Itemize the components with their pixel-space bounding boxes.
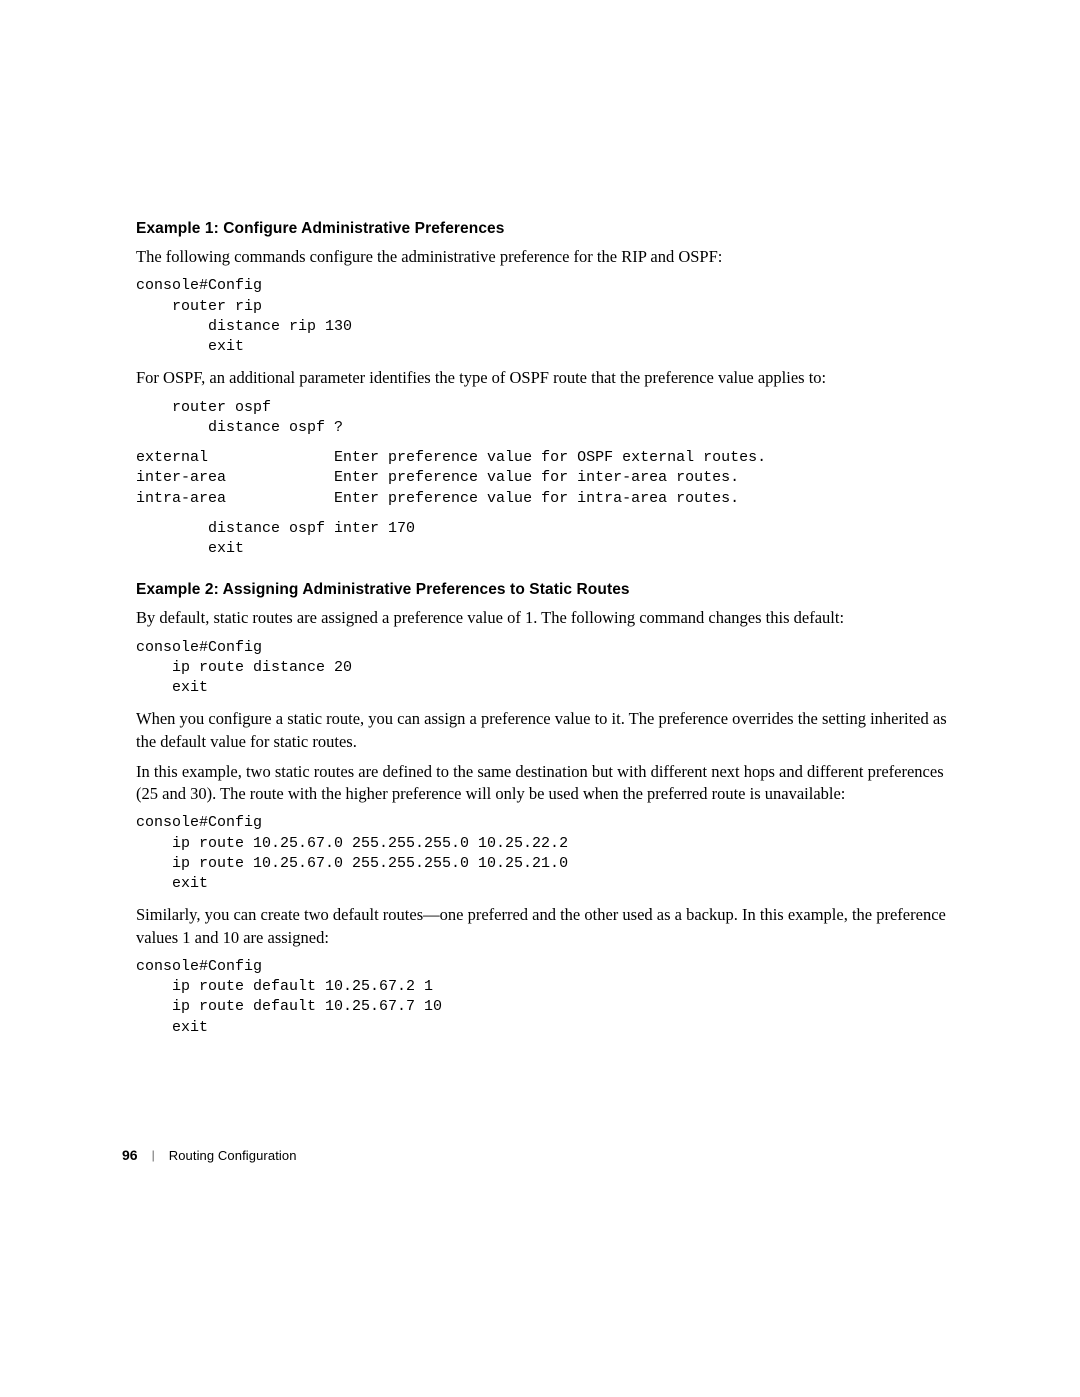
code-line: console#Config: [136, 277, 262, 294]
code-line: ip route default 10.25.67.7 10: [136, 997, 956, 1017]
example2-code-block-1: console#Config ip route distance 20exit: [136, 638, 956, 699]
example1-code-block-1: console#Config router ripdistance rip 13…: [136, 276, 956, 357]
code-line: exit: [136, 1018, 956, 1038]
example1-heading: Example 1: Configure Administrative Pref…: [136, 220, 956, 238]
code-line: ip route 10.25.67.0 255.255.255.0 10.25.…: [136, 854, 956, 874]
code-line: ip route distance 20: [136, 658, 956, 678]
page-number: 96: [122, 1147, 138, 1163]
example1-code-block-2: router ospfdistance ospf ?: [136, 398, 956, 439]
help-line: inter-area Enter preference value for in…: [136, 469, 739, 486]
code-line: distance rip 130: [136, 317, 956, 337]
example1-code-block-3: distance ospf inter 170exit: [136, 519, 956, 560]
code-line: router ospf: [136, 398, 956, 418]
example2-code-block-3: console#Config ip route default 10.25.67…: [136, 957, 956, 1038]
example2-p2: When you configure a static route, you c…: [136, 708, 956, 753]
example1-ospf-intro: For OSPF, an additional parameter identi…: [136, 367, 956, 389]
code-line: exit: [136, 874, 956, 894]
page-content: Example 1: Configure Administrative Pref…: [136, 220, 956, 1048]
help-line: external Enter preference value for OSPF…: [136, 449, 766, 466]
code-line: console#Config: [136, 958, 262, 975]
code-line: exit: [136, 539, 956, 559]
code-line: distance ospf inter 170: [136, 519, 956, 539]
example2-p1: By default, static routes are assigned a…: [136, 607, 956, 629]
example2-p4: Similarly, you can create two default ro…: [136, 904, 956, 949]
code-line: console#Config: [136, 639, 262, 656]
page-footer: 96 | Routing Configuration: [122, 1147, 297, 1163]
chapter-title: Routing Configuration: [169, 1148, 297, 1163]
code-line: distance ospf ?: [136, 418, 956, 438]
example1-intro: The following commands configure the adm…: [136, 246, 956, 268]
footer-divider: |: [152, 1148, 155, 1162]
code-line: ip route 10.25.67.0 255.255.255.0 10.25.…: [136, 834, 956, 854]
code-line: exit: [136, 678, 956, 698]
code-line: exit: [136, 337, 956, 357]
example2-p3: In this example, two static routes are d…: [136, 761, 956, 806]
example2-code-block-2: console#Config ip route 10.25.67.0 255.2…: [136, 813, 956, 894]
code-line: ip route default 10.25.67.2 1: [136, 977, 956, 997]
ospf-help-output: external Enter preference value for OSPF…: [136, 448, 956, 509]
code-line: router rip: [136, 297, 956, 317]
code-line: console#Config: [136, 814, 262, 831]
help-line: intra-area Enter preference value for in…: [136, 490, 739, 507]
example2-heading: Example 2: Assigning Administrative Pref…: [136, 581, 956, 599]
